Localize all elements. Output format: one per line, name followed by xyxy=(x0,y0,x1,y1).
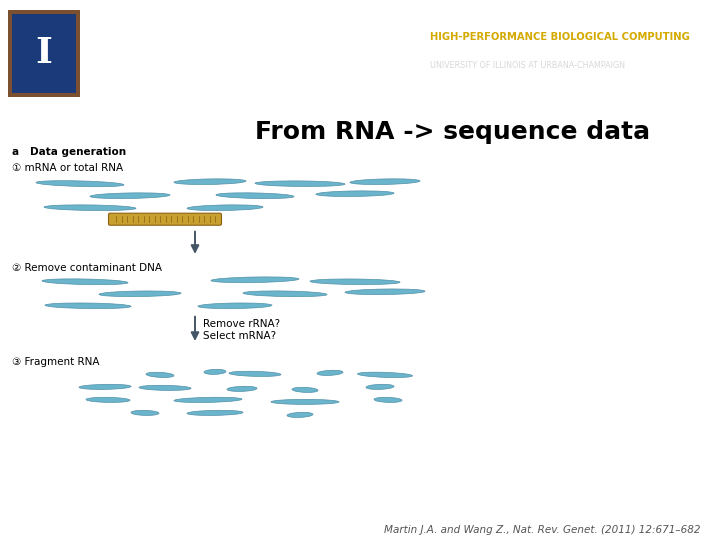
Ellipse shape xyxy=(211,277,299,282)
Ellipse shape xyxy=(139,386,191,390)
Ellipse shape xyxy=(99,291,181,296)
Ellipse shape xyxy=(198,303,272,308)
Text: I: I xyxy=(35,36,53,70)
Ellipse shape xyxy=(44,205,136,211)
Ellipse shape xyxy=(345,289,425,295)
Ellipse shape xyxy=(45,303,131,309)
Ellipse shape xyxy=(36,181,124,187)
Ellipse shape xyxy=(174,397,242,402)
Ellipse shape xyxy=(146,372,174,377)
Text: Remove rRNA?: Remove rRNA? xyxy=(203,319,280,329)
Text: Select mRNA?: Select mRNA? xyxy=(203,331,276,341)
Ellipse shape xyxy=(317,370,343,375)
Ellipse shape xyxy=(292,387,318,393)
FancyBboxPatch shape xyxy=(12,14,76,93)
FancyBboxPatch shape xyxy=(8,10,80,97)
Text: From RNA -> sequence data: From RNA -> sequence data xyxy=(255,120,650,144)
Ellipse shape xyxy=(216,193,294,199)
Text: ③ Fragment RNA: ③ Fragment RNA xyxy=(12,357,99,367)
Text: HIGH-PERFORMANCE BIOLOGICAL COMPUTING: HIGH-PERFORMANCE BIOLOGICAL COMPUTING xyxy=(430,32,690,42)
FancyBboxPatch shape xyxy=(109,213,222,225)
Text: ① mRNA or total RNA: ① mRNA or total RNA xyxy=(12,163,123,173)
Ellipse shape xyxy=(79,384,131,389)
Ellipse shape xyxy=(187,205,263,211)
Ellipse shape xyxy=(366,384,394,389)
Ellipse shape xyxy=(42,279,128,285)
Ellipse shape xyxy=(310,279,400,285)
Text: a   Data generation: a Data generation xyxy=(12,147,126,157)
Ellipse shape xyxy=(90,193,170,199)
Ellipse shape xyxy=(374,397,402,402)
Ellipse shape xyxy=(350,179,420,185)
Ellipse shape xyxy=(187,410,243,415)
Ellipse shape xyxy=(255,181,345,186)
Ellipse shape xyxy=(174,179,246,185)
Ellipse shape xyxy=(287,413,313,417)
Ellipse shape xyxy=(227,386,257,391)
Ellipse shape xyxy=(229,372,281,376)
Ellipse shape xyxy=(316,191,394,197)
Ellipse shape xyxy=(204,369,226,374)
Ellipse shape xyxy=(271,400,339,404)
Ellipse shape xyxy=(358,372,413,377)
Ellipse shape xyxy=(86,397,130,402)
Ellipse shape xyxy=(243,291,327,296)
Text: UNIVERSITY OF ILLINOIS AT URBANA-CHAMPAIGN: UNIVERSITY OF ILLINOIS AT URBANA-CHAMPAI… xyxy=(430,60,625,70)
Text: Martin J.A. and Wang Z., Nat. Rev. Genet. (2011) 12:671–682: Martin J.A. and Wang Z., Nat. Rev. Genet… xyxy=(384,525,700,535)
Ellipse shape xyxy=(131,410,159,415)
Text: ② Remove contaminant DNA: ② Remove contaminant DNA xyxy=(12,263,162,273)
